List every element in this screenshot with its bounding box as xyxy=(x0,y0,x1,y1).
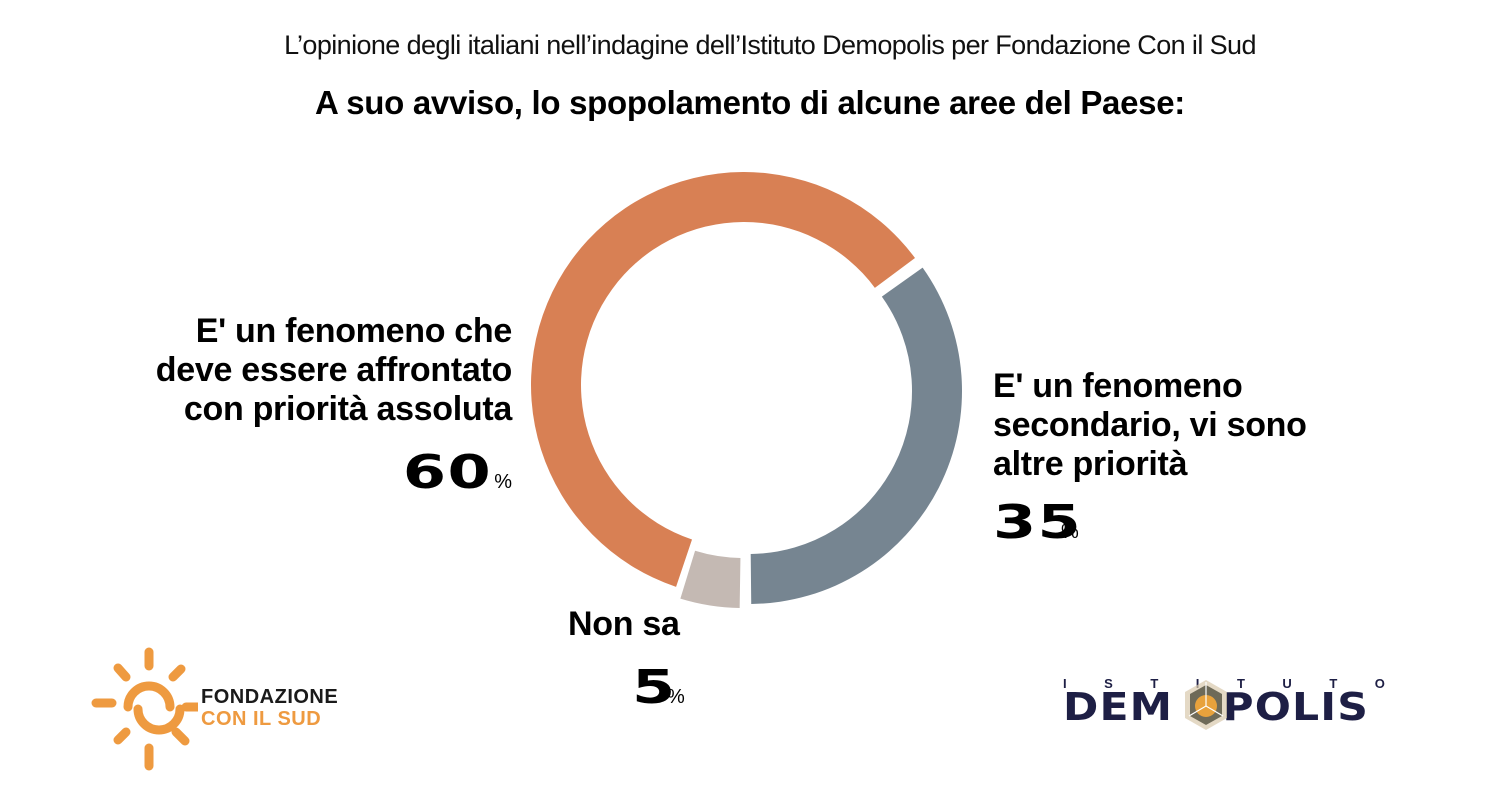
label-priorita-assoluta: E' un fenomeno che deve essere affrontat… xyxy=(92,312,513,429)
logo-letter: T xyxy=(1236,676,1245,691)
value-priorita-assoluta: 60% xyxy=(403,445,512,499)
chart-title: A suo avviso, lo spopolamento di alcune … xyxy=(315,84,1185,121)
label-line: E' un fenomeno xyxy=(993,367,1243,405)
percent-sign: % xyxy=(1061,521,1079,543)
label-non-sa: Non sa xyxy=(568,605,680,644)
value-number: 35 xyxy=(993,495,1083,549)
logo-letter: S xyxy=(1104,676,1113,691)
chart-subtitle: L’opinione degli italiani nell’indagine … xyxy=(284,30,1256,60)
logo-letter: I xyxy=(1195,676,1200,691)
fondazione-con-il-sud-logo xyxy=(88,644,206,779)
value-number: 5 xyxy=(632,660,677,714)
label-line: con priorità assoluta xyxy=(183,390,512,428)
logo-text-polis: POLIS xyxy=(1222,685,1369,729)
label-line: Non sa xyxy=(568,605,680,643)
fondazione-con-il-sud-wordmark: FONDAZIONE CON IL SUD xyxy=(201,686,338,730)
logo-letter: O xyxy=(1374,676,1385,691)
logo-letter: T xyxy=(1329,676,1338,691)
donut-slice-bottom xyxy=(680,550,741,608)
logo-letter: U xyxy=(1282,676,1292,691)
label-line: deve essere affrontato xyxy=(155,351,513,389)
percent-sign: % xyxy=(494,471,512,493)
sun-icon xyxy=(91,647,206,771)
logo-text-dem: DEM xyxy=(1063,685,1174,729)
logo-text-fondazione: FONDAZIONE xyxy=(201,686,339,708)
value-secondario: 35% xyxy=(993,495,1083,549)
logo-text-demopolis: DEM POLIS xyxy=(1063,687,1369,727)
percent-sign: % xyxy=(667,686,685,708)
label-line: E' un fenomeno che xyxy=(195,312,513,350)
logo-letter: T xyxy=(1150,676,1159,691)
value-non-sa: 5% xyxy=(632,660,685,714)
logo-letter: I xyxy=(1063,676,1067,691)
hexagon-emblem-icon xyxy=(1185,680,1227,730)
logo-text-con-il-sud: CON IL SUD xyxy=(201,708,322,730)
istituto-demopolis-logo: I S T I T U T O DEM POLIS xyxy=(1063,676,1393,756)
label-line: altre priorità xyxy=(993,445,1188,483)
donut-slice-right xyxy=(750,267,962,604)
value-number: 60 xyxy=(403,445,493,499)
logo-text-istituto: I S T I T U T O xyxy=(1063,676,1385,691)
label-secondario: E' un fenomeno secondario, vi sono altre… xyxy=(993,367,1373,484)
label-line: secondario, vi sono xyxy=(993,406,1307,444)
